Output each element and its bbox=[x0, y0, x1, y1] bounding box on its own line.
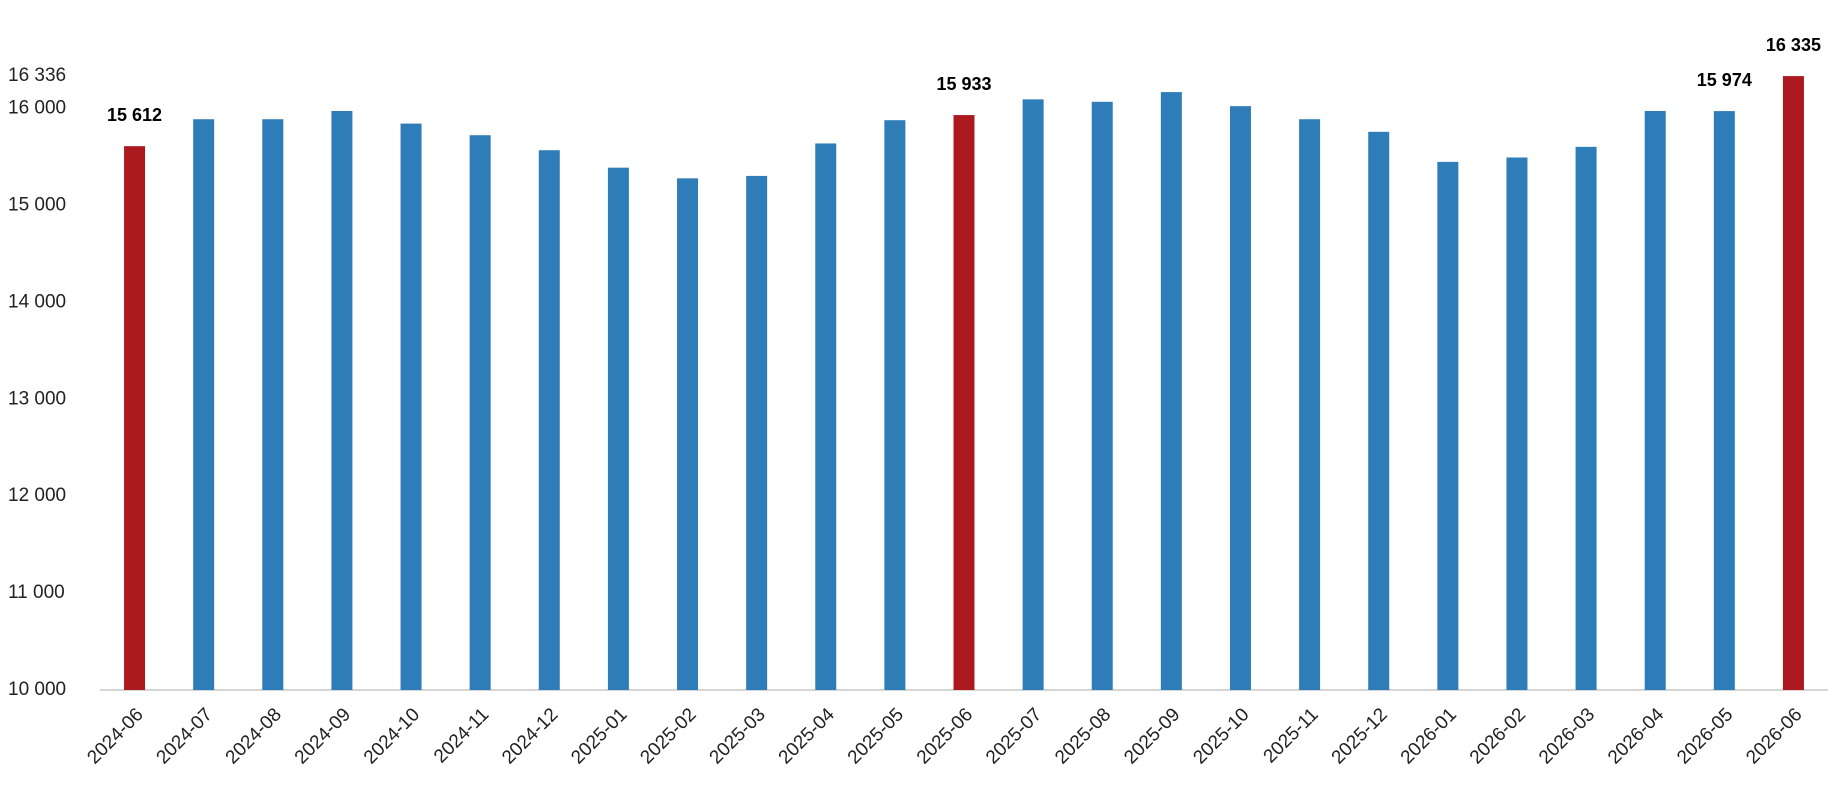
bar bbox=[1713, 111, 1735, 690]
bar bbox=[1022, 99, 1044, 690]
bar bbox=[538, 150, 560, 691]
x-tick-label: 2025-09 bbox=[1120, 704, 1184, 768]
x-tick-label: 2026-05 bbox=[1673, 704, 1737, 768]
y-tick-label: 12 000 bbox=[8, 485, 66, 506]
y-tick-label: 11 000 bbox=[8, 582, 65, 603]
x-tick-label: 2024-10 bbox=[360, 704, 424, 768]
bar bbox=[677, 178, 699, 691]
bar bbox=[1229, 106, 1251, 690]
x-tick-label: 2026-02 bbox=[1466, 704, 1530, 768]
x-tick-label: 2026-03 bbox=[1535, 704, 1599, 768]
x-tick-label: 2024-11 bbox=[430, 704, 493, 767]
x-tick-label: 2024-09 bbox=[291, 704, 355, 768]
bar bbox=[815, 143, 837, 691]
bar bbox=[400, 123, 422, 691]
x-tick-label: 2025-05 bbox=[844, 704, 908, 768]
bar bbox=[262, 119, 284, 690]
bar bbox=[124, 146, 146, 691]
y-tick-label: 10 000 bbox=[8, 679, 66, 700]
y-tick-label: 16 000 bbox=[8, 98, 66, 119]
y-tick-label: 16 336 bbox=[8, 65, 66, 86]
bar bbox=[953, 115, 975, 690]
bar bbox=[1575, 146, 1597, 691]
y-tick-label: 13 000 bbox=[8, 388, 66, 409]
y-tick-label: 15 000 bbox=[8, 194, 66, 215]
x-tick-label: 2025-08 bbox=[1051, 704, 1115, 768]
value-label: 15 974 bbox=[1697, 70, 1752, 90]
bar bbox=[1506, 157, 1528, 691]
x-tick-label: 2025-11 bbox=[1260, 704, 1323, 767]
x-tick-label: 2024-06 bbox=[83, 704, 147, 768]
x-tick-label: 2026-01 bbox=[1397, 704, 1461, 768]
bar bbox=[884, 120, 906, 690]
x-tick-label: 2025-03 bbox=[706, 704, 770, 768]
bar bbox=[1437, 161, 1459, 690]
value-label: 15 612 bbox=[107, 105, 162, 125]
x-tick-label: 2026-06 bbox=[1742, 704, 1806, 768]
bar bbox=[469, 135, 491, 691]
value-label: 15 933 bbox=[936, 74, 991, 94]
bar bbox=[1091, 101, 1113, 690]
x-tick-label: 2025-12 bbox=[1328, 704, 1392, 768]
bar bbox=[607, 167, 629, 691]
value-label: 16 335 bbox=[1766, 35, 1821, 55]
x-tick-label: 2024-12 bbox=[498, 704, 562, 768]
bar bbox=[193, 119, 215, 690]
x-tick-label: 2025-01 bbox=[567, 704, 631, 768]
x-tick-label: 2025-02 bbox=[636, 704, 700, 768]
x-tick-label: 2024-07 bbox=[153, 704, 217, 768]
x-tick-label: 2025-10 bbox=[1189, 704, 1253, 768]
bar bbox=[1160, 92, 1182, 690]
x-tick-label: 2025-04 bbox=[775, 704, 839, 768]
bar bbox=[1368, 131, 1390, 690]
x-tick-label: 2024-08 bbox=[222, 704, 286, 768]
x-tick-label: 2025-06 bbox=[913, 704, 977, 768]
x-tick-label: 2026-04 bbox=[1604, 704, 1668, 768]
bar bbox=[746, 175, 768, 691]
bar bbox=[1644, 110, 1666, 690]
y-tick-label: 14 000 bbox=[8, 291, 66, 312]
x-tick-label: 2025-07 bbox=[982, 704, 1046, 768]
bar bbox=[331, 110, 353, 690]
bar bbox=[1299, 119, 1321, 690]
bar bbox=[1782, 76, 1804, 690]
